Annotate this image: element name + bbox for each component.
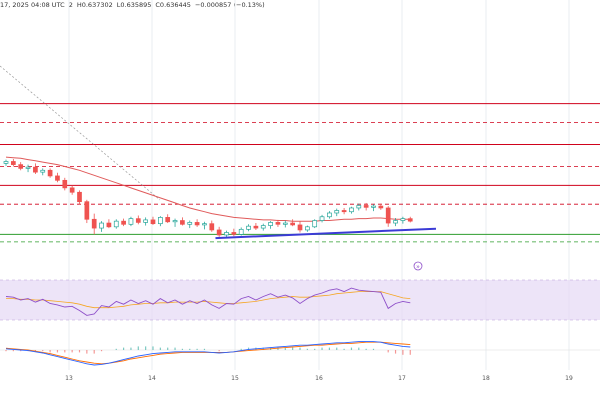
candle (194, 222, 200, 226)
candle (400, 218, 406, 221)
candle (290, 222, 295, 226)
candle (275, 222, 281, 225)
candle (172, 220, 178, 223)
candle (407, 218, 413, 222)
candle (319, 216, 325, 221)
candle (385, 207, 391, 224)
candle (91, 218, 97, 229)
candle (224, 232, 229, 236)
candle (158, 217, 163, 225)
candle (282, 222, 288, 225)
macd-signal-line (5, 341, 411, 365)
candle (77, 191, 82, 203)
falling-trendline (0, 65, 161, 201)
legend-high: H0.637302 (76, 1, 113, 9)
candle (253, 225, 259, 229)
candle (84, 201, 90, 220)
legend-date: 17, 2025 04:08 UTC (0, 1, 65, 9)
x-tick-label: 16 (315, 375, 323, 382)
candle (268, 222, 273, 226)
candle (180, 220, 185, 225)
legend-close: C0.636445 (155, 1, 191, 9)
candle (202, 223, 207, 226)
ohlc-legend: 17, 2025 04:08 UTC 2 H0.637302 L0.635895 C0.… (0, 1, 269, 9)
legend-low: L0.635895 (116, 1, 152, 9)
candle (231, 232, 237, 235)
candle (113, 220, 119, 228)
candle (378, 205, 384, 209)
candle (18, 164, 24, 169)
x-tick-label: 19 (565, 375, 573, 382)
candle (25, 166, 31, 169)
candle (33, 166, 38, 173)
candle (209, 223, 215, 231)
realtime-icon[interactable] (413, 261, 423, 271)
candle (349, 207, 354, 213)
x-tick-label: 14 (148, 375, 156, 382)
candle (128, 218, 134, 225)
macd-line (5, 341, 411, 366)
candle (143, 219, 148, 223)
candle (297, 224, 303, 231)
candle (216, 229, 222, 236)
candle (121, 220, 126, 225)
candle (69, 187, 75, 193)
rsi-ma-line (6, 291, 411, 309)
candle (363, 205, 369, 208)
rising-trendline (215, 227, 437, 240)
legend-change: −0.000857 (−0.13%) (194, 1, 265, 9)
candle (327, 212, 332, 218)
x-tick-label: 17 (398, 375, 406, 382)
realtime-icon-glyph: » (416, 264, 420, 271)
x-tick-label: 15 (231, 375, 239, 382)
candle (55, 175, 60, 181)
candle (3, 161, 9, 164)
legend-open: 2 (68, 1, 73, 9)
candle (99, 222, 104, 229)
candle (150, 219, 156, 225)
candle (40, 169, 46, 173)
candle (187, 222, 193, 225)
x-tick-label: 13 (65, 375, 73, 382)
rsi-band (0, 280, 600, 320)
moving-average-line (5, 156, 411, 222)
candle (305, 226, 310, 231)
candle (312, 220, 318, 228)
candle (356, 205, 362, 209)
x-tick-label: 18 (482, 375, 490, 382)
candle (393, 220, 398, 224)
candle (334, 210, 340, 214)
candle (238, 228, 244, 235)
rsi-line (5, 287, 411, 316)
candle (106, 222, 112, 228)
candle (260, 225, 266, 229)
candle (135, 218, 141, 223)
candle (246, 225, 251, 230)
candle (47, 169, 53, 177)
candle (341, 210, 347, 213)
candle (371, 205, 376, 208)
candle (165, 217, 171, 223)
candle (11, 161, 16, 165)
candle (62, 179, 68, 189)
